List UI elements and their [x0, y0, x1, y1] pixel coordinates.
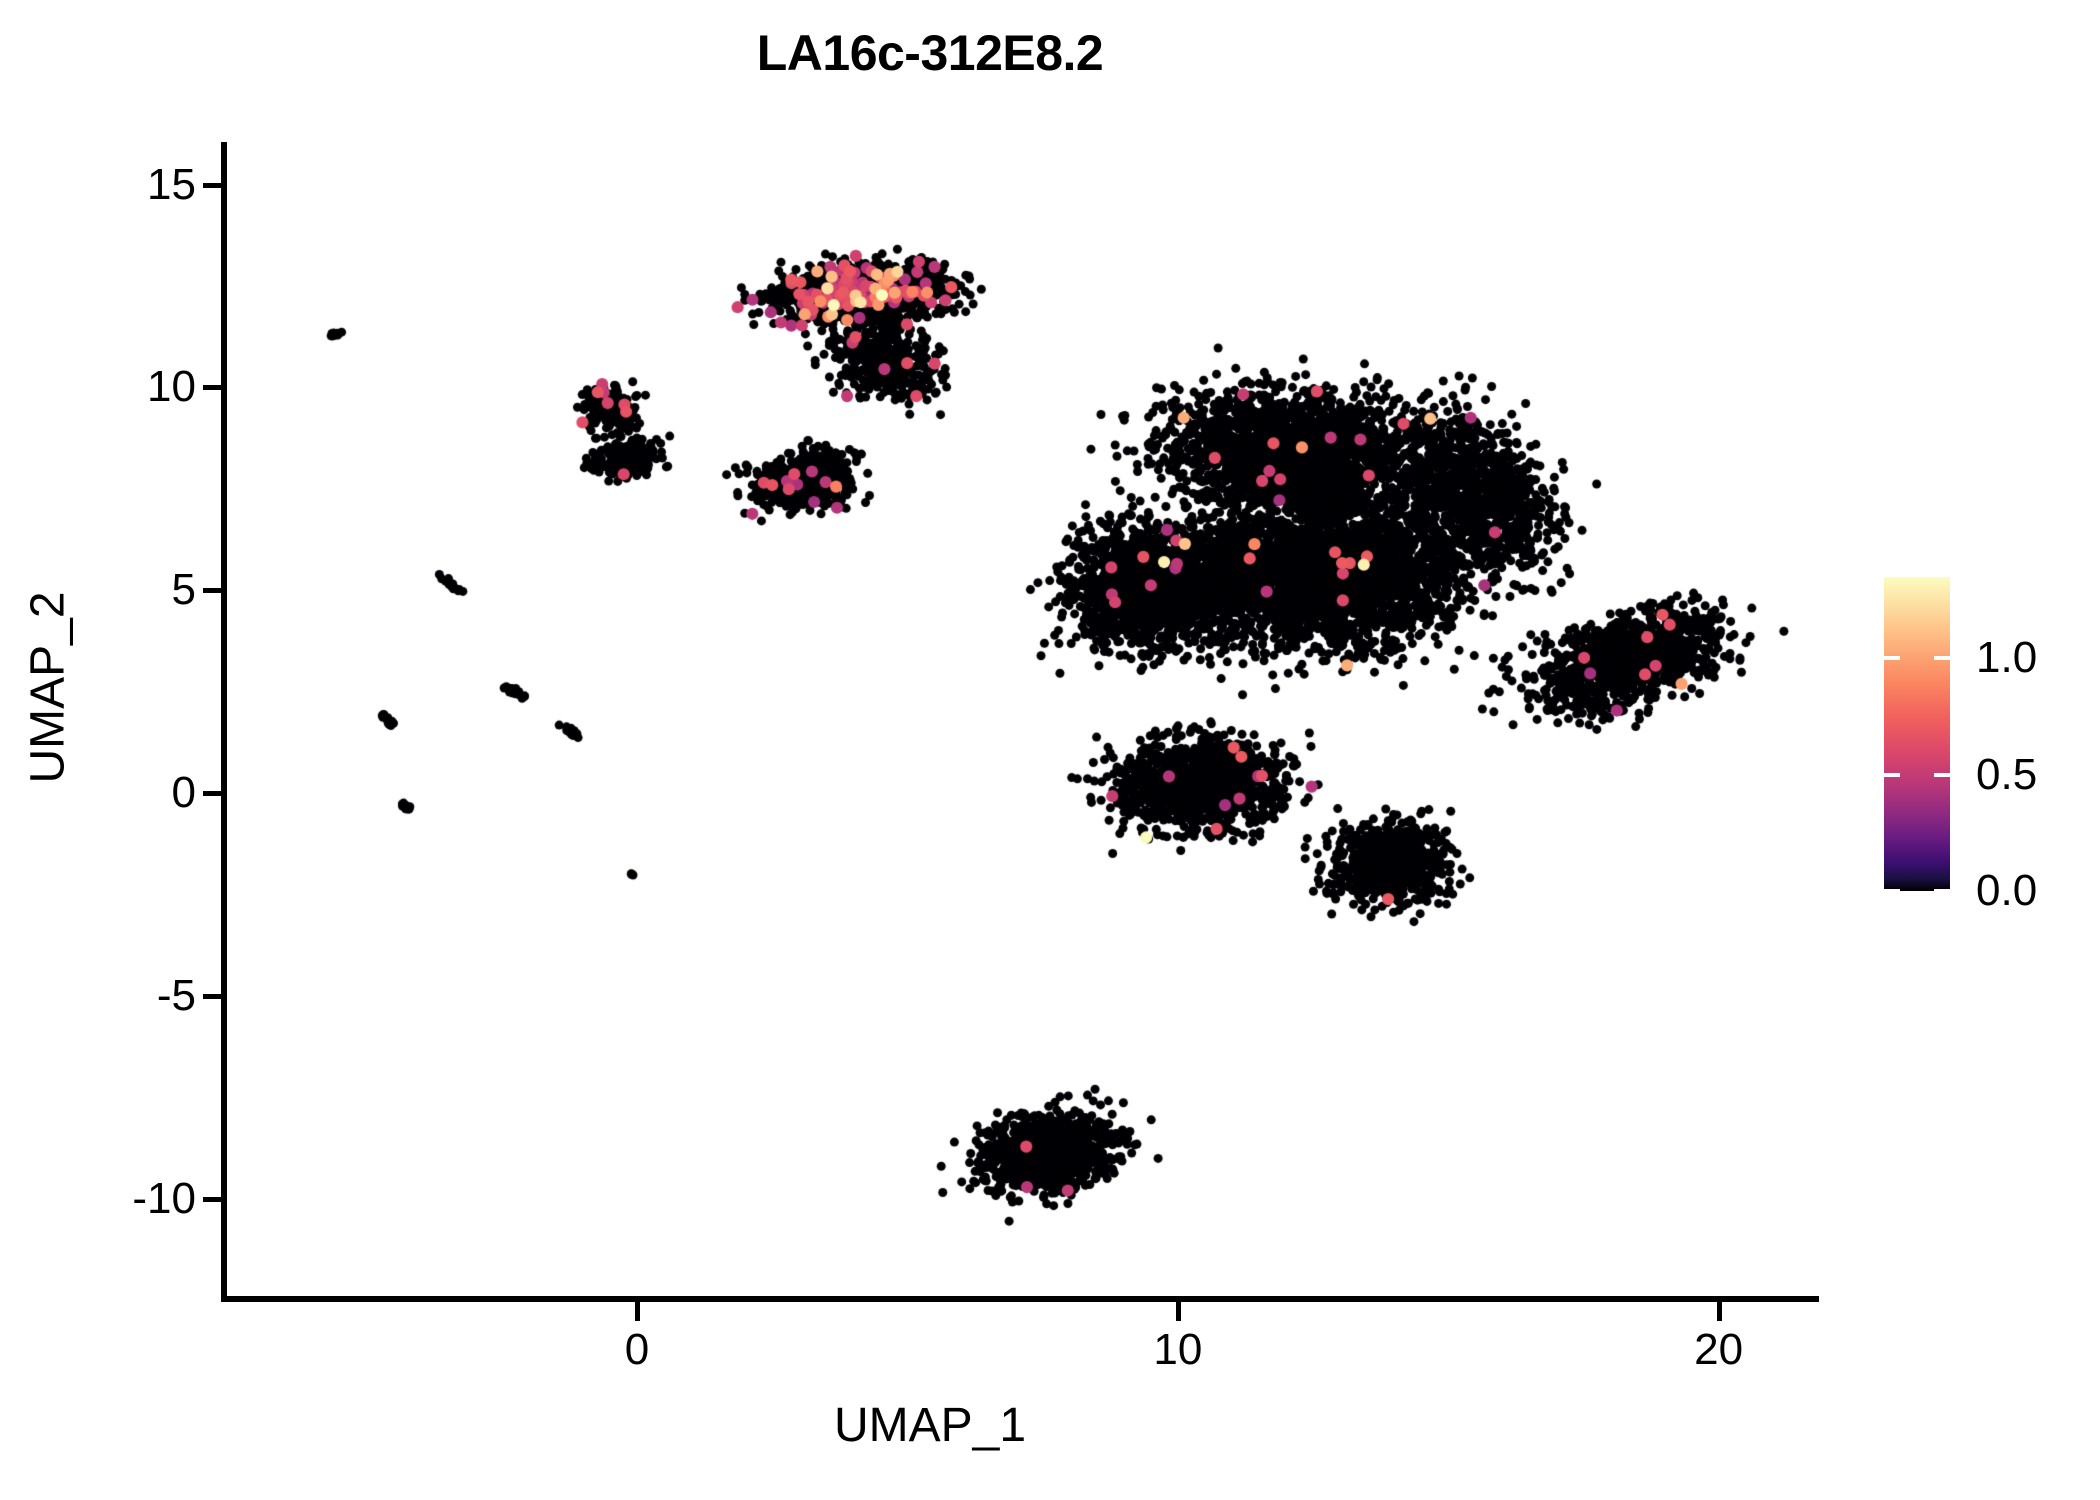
- y-tick-mark: [203, 588, 221, 594]
- y-tick-label: 5: [171, 565, 196, 615]
- x-tick-label: 20: [1694, 1325, 1744, 1374]
- chart-title: LA16c-312E8.2: [756, 25, 1104, 81]
- colorbar-tick-mark: [1884, 772, 1900, 777]
- colorbar-tick-mark: [1934, 656, 1950, 661]
- colorbar-gradient: [1884, 577, 1950, 893]
- colorbar-tick-mark: [1934, 772, 1950, 777]
- colorbar-tick-label: 0.5: [1976, 749, 2038, 799]
- y-tick-label: 10: [147, 362, 196, 412]
- x-axis-line: [221, 1296, 1819, 1302]
- plot-area: [226, 140, 1816, 1300]
- y-tick-mark: [203, 385, 221, 391]
- colorbar-tick-mark: [1884, 889, 1900, 893]
- y-tick-mark: [203, 182, 221, 188]
- y-tick-mark: [203, 993, 221, 999]
- x-tick-mark: [635, 1302, 641, 1321]
- colorbar-legend: 0.0 0.5 1.0: [1884, 577, 2037, 915]
- y-tick-label: 15: [147, 159, 196, 209]
- y-tick-mark: [203, 1196, 221, 1202]
- colorbar-tick-label: 0.0: [1976, 866, 2038, 915]
- y-axis-line: [221, 142, 227, 1302]
- x-tick-mark: [1716, 1302, 1722, 1321]
- x-axis-label: UMAP_1: [833, 1399, 1027, 1452]
- y-tick-label: 0: [171, 768, 196, 817]
- y-tick-label: -5: [156, 970, 196, 1020]
- x-tick-mark: [1175, 1302, 1181, 1321]
- y-axis-label: UMAP_2: [21, 591, 75, 784]
- x-tick-label: 0: [624, 1325, 650, 1374]
- colorbar-tick-label: 1.0: [1976, 633, 2038, 683]
- y-tick-mark: [203, 791, 221, 796]
- x-tick-label: 10: [1153, 1325, 1203, 1374]
- scatter-canvas: [226, 140, 1816, 1300]
- colorbar-tick-mark: [1934, 889, 1950, 893]
- colorbar-tick-mark: [1884, 656, 1900, 661]
- y-tick-label: -10: [132, 1173, 196, 1223]
